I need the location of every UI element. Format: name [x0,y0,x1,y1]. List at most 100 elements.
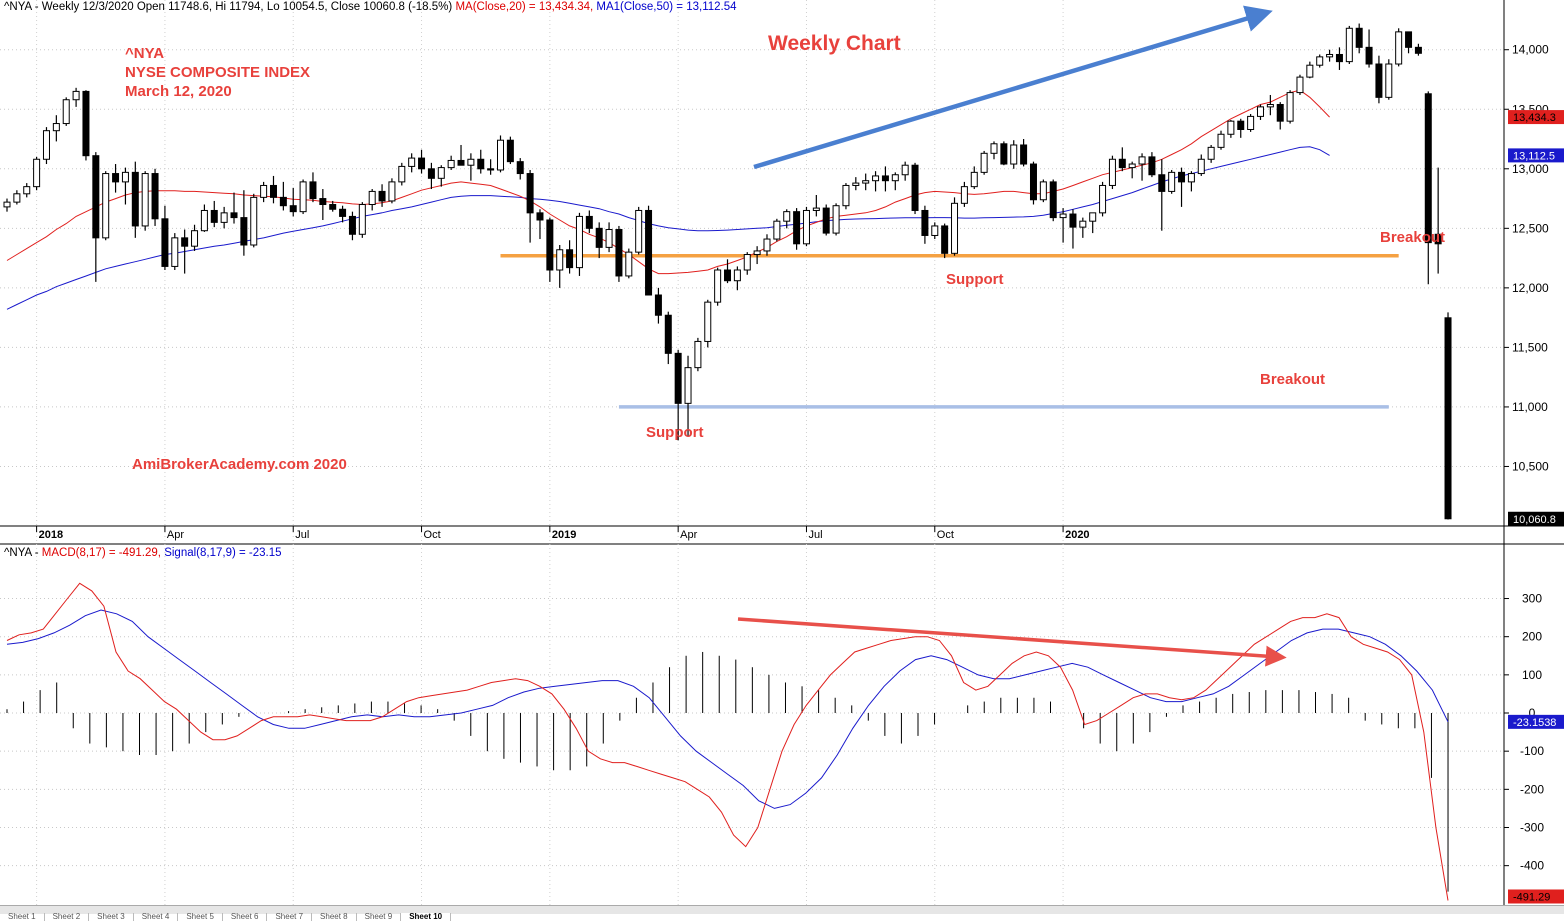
candle-down [230,212,238,219]
macd-header: ^NYA - MACD(8,17) = -491.29, Signal(8,17… [4,547,282,559]
date-tick-label: 2018 [39,529,63,541]
candle-down [240,217,248,246]
sheet-tab[interactable]: Sheet 9 [357,913,402,921]
macd-header-macd: MACD(8,17) = -491.29, [41,547,161,559]
candle-up [980,152,988,173]
sheet-tab[interactable]: Sheet 1 [0,913,45,921]
candle-up [852,182,860,186]
macd-axis-tick-label: -200 [1520,782,1544,796]
candle-up [862,180,870,184]
candle-up [1395,31,1403,65]
candle-up [1079,220,1087,228]
candle-down [881,175,889,182]
ma50-line [6,146,1330,310]
breakout-lower-label: Breakout [1260,371,1326,388]
price-axis-tick-label: 13,000 [1512,162,1549,176]
candle-up [467,158,475,166]
candle-up [1217,133,1225,148]
candle-up [1108,158,1116,186]
price-axis-tick-label: 11,000 [1512,400,1548,414]
candle-up [1197,158,1205,175]
ma50-value-badge [1508,148,1564,163]
candle-up [990,143,998,154]
macd-axis-tick-label: 300 [1522,592,1542,606]
candle-down [1000,143,1008,165]
candle-up [171,237,179,267]
sheet-tab[interactable]: Sheet 2 [45,913,90,921]
sheet-tab[interactable]: Sheet 8 [312,913,357,921]
candle-down [664,314,672,354]
candle-up [368,190,376,206]
ma20-line [6,89,1330,275]
candle-up [42,130,50,160]
candle-up [72,90,80,101]
candle-up [575,215,583,269]
sheet-tab[interactable]: Sheet 5 [178,913,223,921]
candle-down [1276,103,1284,122]
candle-up [1227,120,1235,135]
uptrend-arrow [753,5,1273,170]
candle-up [1306,64,1314,78]
candle-down [289,205,297,213]
macd-axis-tick-label: 200 [1522,630,1542,644]
candle-down [615,229,623,277]
date-tick-label: Oct [424,529,441,541]
price-axis-tick-label: 12,500 [1512,221,1549,235]
candle-down [112,173,120,183]
sheet-tab[interactable]: Sheet 7 [267,913,313,921]
sheet-tab[interactable]: Sheet 4 [134,913,179,921]
candle-down [131,171,139,227]
candle-down [279,196,287,207]
candle-up [1010,144,1018,165]
support-upper-label: Support [946,271,1004,288]
close-value-badge-text: 10,060.8 [1513,514,1556,526]
candle-down [546,219,554,271]
candle-up [1326,53,1334,58]
candle-down [674,352,682,404]
candle-down [487,168,495,171]
candle-down [536,212,544,221]
candle-up [733,269,741,282]
candle-up [802,209,810,245]
date-tick-label: Jul [295,529,309,541]
candle-down [1020,144,1028,165]
candle-up [52,123,60,132]
macd-axis-tick-label: 100 [1522,668,1542,682]
candle-up [891,174,899,182]
date-tick-label: Apr [680,529,697,541]
candle-up [388,181,396,202]
candle-up [1345,27,1353,63]
candle-down [1444,317,1452,520]
candle-down [92,155,100,239]
candle-up [694,340,702,369]
candle-down [1148,156,1156,176]
candle-down [645,209,653,296]
candle-down [1049,181,1057,219]
sheet-tab[interactable]: Sheet 3 [89,913,134,921]
price-header-ma50: MA1(Close,50) = 13,112.54 [596,1,737,13]
support-lower-label: Support [646,424,704,441]
candle-up [408,157,416,167]
candle-down [911,164,919,211]
sheet-tab[interactable]: Sheet 10 [401,913,452,921]
divergence-arrow [737,617,1287,667]
candle-up [714,269,722,303]
candle-up [13,193,21,203]
candle-up [1059,213,1067,219]
candle-up [1039,181,1047,201]
price-axis-tick-label: 12,000 [1512,281,1549,295]
candle-up [200,209,208,232]
candle-up [1256,106,1264,117]
macd-axis-tick-label: -400 [1520,859,1544,873]
macd-axis-tick-label: -300 [1520,820,1544,834]
price-axis-tick-label: 10,500 [1512,459,1549,473]
candle-down [1414,46,1422,54]
candle-down [210,209,218,223]
candle-down [339,208,347,217]
candle-up [1128,163,1136,169]
candle-down [329,204,337,210]
sheet-tab[interactable]: Sheet 6 [223,913,268,921]
candle-up [260,184,268,198]
